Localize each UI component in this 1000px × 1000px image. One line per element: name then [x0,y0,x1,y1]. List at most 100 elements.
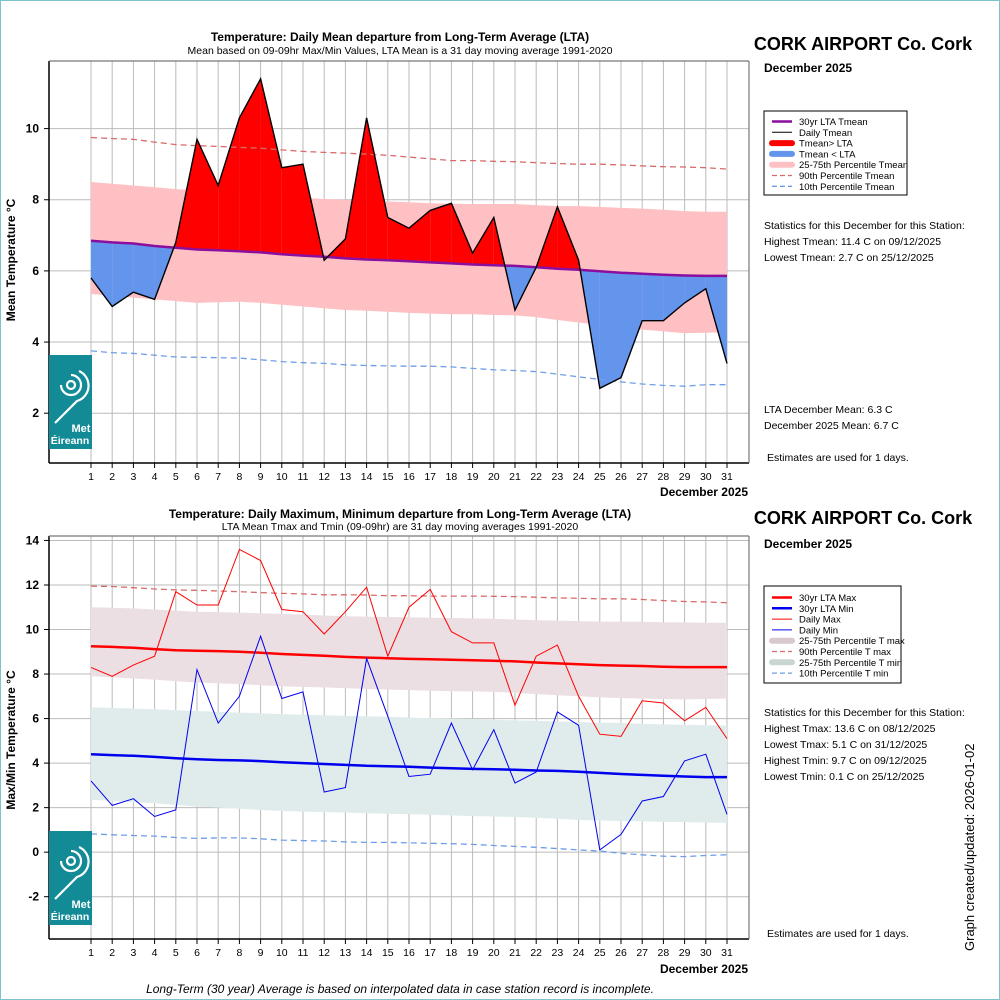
logo-text-eireann: Éireann [51,910,90,923]
y-tick-label: 14 [26,533,40,547]
x-tick-label: 11 [298,947,309,959]
x-tick-label: 27 [636,947,648,959]
y-tick-label: 8 [32,193,39,207]
x-tick-label: 30 [700,471,712,483]
mean-temperature-chart: Temperature: Daily Mean departure from L… [4,30,973,499]
legend-label: Daily Min [799,625,838,636]
bottom-stat-highest-tmin: Highest Tmin: 9.7 C on 09/12/2025 [764,755,927,767]
x-tick-label: 12 [318,947,330,959]
top-stats-header: Statistics for this December for this St… [764,220,965,232]
x-tick-label: 4 [152,471,158,483]
legend-label: 25-75th Percentile Tmean [799,160,908,171]
fill-below-lta [705,275,727,364]
station-name-bottom: CORK AIRPORT Co. Cork [754,508,973,528]
fill-below-lta [112,242,134,307]
x-tick-label: 11 [298,471,309,483]
bottom-stat-lowest-tmax: Lowest Tmax: 5.1 C on 31/12/2025 [764,739,927,751]
fill-below-lta [133,243,155,300]
y-tick-label: 8 [32,667,39,681]
x-tick-label: 10 [276,947,288,959]
fill-above-lta [472,217,494,266]
fill-below-lta [642,273,664,321]
x-tick-label: 5 [173,471,179,483]
legend-label: 10th Percentile Tmean [799,182,894,193]
x-tick-label: 28 [658,471,670,483]
fill-above-lta [281,164,303,256]
x-tick-label: 18 [446,947,458,959]
x-tick-label: 22 [530,471,542,483]
bottom-y-axis-label: Max/Min Temperature °C [4,670,18,810]
y-tick-label: 2 [32,406,39,420]
legend-label: Tmean> LTA [799,139,853,150]
legend-label: 10th Percentile T min [799,669,888,680]
top-estimates-note: Estimates are used for 1 days. [767,452,909,464]
percentile-band-tmax [91,607,727,700]
swirl-icon [54,845,90,900]
fill-above-lta [239,78,261,253]
lta-min-line [90,752,727,779]
x-tick-label: 29 [679,947,691,959]
x-tick-label: 20 [488,471,500,483]
x-tick-label: 14 [361,471,373,483]
logo-background [49,355,92,449]
bottom-chart-title: Temperature: Daily Maximum, Minimum depa… [169,507,631,521]
x-tick-label: 31 [721,947,733,959]
x-tick-label: 5 [173,947,179,959]
logo-background [49,831,92,925]
lta-month-mean: LTA December Mean: 6.3 C [764,404,893,416]
y-tick-label: 6 [32,712,39,726]
x-tick-label: 24 [573,947,585,959]
x-tick-label: 1 [88,947,94,959]
logo-text-met: Met [72,423,91,435]
x-tick-label: 16 [403,947,415,959]
top-stat-lowest: Lowest Tmean: 2.7 C on 25/12/2025 [764,252,934,264]
bottom-stats-header: Statistics for this December for this St… [764,707,965,719]
percentile-band-tmin [91,707,727,823]
x-tick-label: 23 [552,471,564,483]
fill-above-lta [451,203,473,265]
x-tick-label: 8 [236,471,242,483]
legend-label: Tmean < LTA [799,149,856,160]
lta-tmean-line [90,239,727,278]
fill-below-lta [621,272,643,378]
y-tick-label: 12 [26,578,40,592]
x-tick-label: 19 [467,471,479,483]
bottom-stat-lowest-tmin: Lowest Tmin: 0.1 C on 25/12/2025 [764,771,924,783]
x-tick-label: 21 [509,947,521,959]
legend-label: 25-75th Percentile T min [799,658,902,669]
x-tick-label: 17 [424,471,436,483]
bottom-x-axis-label: December 2025 [660,962,748,976]
x-tick-label: 15 [382,947,394,959]
x-tick-label: 26 [615,471,627,483]
y-tick-label: 4 [32,756,39,770]
bottom-estimates-note: Estimates are used for 1 days. [767,928,909,940]
x-tick-label: 21 [509,471,521,483]
legend-label: 25-75th Percentile T max [799,636,905,647]
x-tick-label: 22 [530,947,542,959]
x-tick-label: 13 [340,471,352,483]
x-tick-label: 3 [130,471,136,483]
x-tick-label: 8 [236,947,242,959]
month-label-top: December 2025 [764,61,852,75]
p10-tmin-line [90,833,728,858]
fill-above-lta [430,203,452,264]
fill-above-lta [260,78,282,255]
x-tick-label: 28 [658,947,670,959]
x-tick-label: 16 [403,471,415,483]
x-tick-label: 15 [382,471,394,483]
y-tick-label: -2 [28,890,39,904]
lta-max-line [90,644,727,669]
p90-tmax-line [90,585,728,604]
y-tick-label: 10 [26,122,40,136]
y-tick-label: 10 [26,623,40,637]
legend-label: 90th Percentile T max [799,647,891,658]
p90-tmean-line [90,136,728,170]
fill-below-lta [599,271,621,389]
top-x-axis-label: December 2025 [660,485,748,499]
logo-text-met: Met [72,899,91,911]
top-y-axis-label: Mean Temperature °C [4,198,18,321]
x-tick-label: 2 [109,947,115,959]
swirl-icon [54,369,90,424]
